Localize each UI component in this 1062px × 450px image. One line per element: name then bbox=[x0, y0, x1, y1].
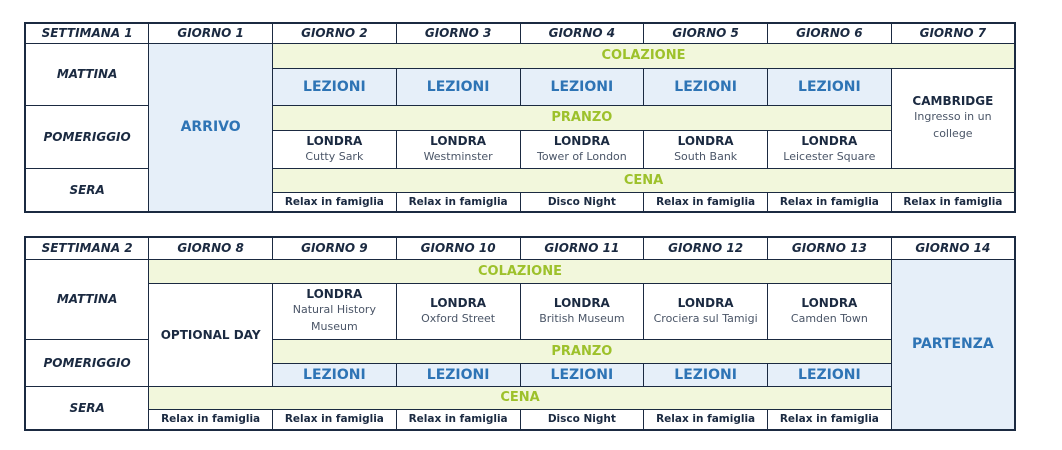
day-header: GIORNO 14 bbox=[890, 236, 1016, 260]
lessons-cell: LEZIONI bbox=[767, 67, 892, 106]
lessons-cell: LEZIONI bbox=[643, 67, 768, 106]
lessons-cell: LEZIONI bbox=[519, 67, 645, 106]
arrival-cell: ARRIVO bbox=[148, 42, 273, 213]
trip-place: South Bank bbox=[674, 149, 738, 163]
trip-city: CAMBRIDGE bbox=[912, 94, 994, 108]
trip-place: Natural History Museum bbox=[292, 303, 376, 333]
trip-place: Westminster bbox=[423, 149, 493, 163]
trip-cell: LONDRA South Bank bbox=[643, 129, 768, 169]
week1-schedule-table: SETTIMANA 1 GIORNO 1 GIORNO 2 GIORNO 3 G… bbox=[24, 22, 1016, 213]
trip-place: Oxford Street bbox=[421, 311, 496, 325]
lessons-cell: LEZIONI bbox=[272, 67, 397, 106]
trip-city: LONDRA bbox=[553, 133, 610, 148]
day-header: GIORNO 5 bbox=[643, 22, 768, 44]
header-row: SETTIMANA 1 GIORNO 1 GIORNO 2 GIORNO 3 G… bbox=[24, 22, 1016, 44]
trip-place: Ingresso in un college bbox=[914, 110, 992, 140]
breakfast-row: COLAZIONE bbox=[148, 258, 892, 284]
breakfast-row: COLAZIONE bbox=[272, 42, 1016, 69]
day-header: GIORNO 12 bbox=[643, 236, 768, 260]
evening-label: SERA bbox=[24, 167, 150, 213]
evening-activity: Relax in famiglia bbox=[890, 191, 1016, 213]
trip-cell: LONDRA Tower of London bbox=[519, 129, 645, 169]
evening-activity: Relax in famiglia bbox=[767, 191, 892, 213]
lessons-cell: LEZIONI bbox=[767, 362, 892, 387]
day-header: GIORNO 1 bbox=[148, 22, 273, 44]
trip-place: Camden Town bbox=[790, 311, 868, 325]
evening-activity: Relax in famiglia bbox=[643, 191, 768, 213]
lessons-cell: LEZIONI bbox=[643, 362, 768, 387]
week2-schedule-table: SETTIMANA 2 GIORNO 8 GIORNO 9 GIORNO 10 … bbox=[24, 236, 1016, 431]
lessons-cell: LEZIONI bbox=[519, 362, 645, 387]
trip-cell: LONDRA Oxford Street bbox=[395, 282, 521, 340]
trip-city: LONDRA bbox=[306, 133, 363, 148]
evening-activity: Relax in famiglia bbox=[395, 191, 521, 213]
lessons-cell: LEZIONI bbox=[395, 67, 521, 106]
trip-cell: LONDRA Camden Town bbox=[767, 282, 892, 340]
day-header: GIORNO 7 bbox=[890, 22, 1016, 44]
trip-place: British Museum bbox=[539, 311, 625, 325]
day-header: GIORNO 8 bbox=[148, 236, 273, 260]
trip-city: LONDRA bbox=[677, 295, 734, 310]
header-row: SETTIMANA 2 GIORNO 8 GIORNO 9 GIORNO 10 … bbox=[24, 236, 1016, 260]
trip-place: Crociera sul Tamigi bbox=[653, 311, 758, 325]
lessons-cell: LEZIONI bbox=[395, 362, 521, 387]
afternoon-label: POMERIGGIO bbox=[24, 338, 150, 387]
optional-day-cell: OPTIONAL DAY bbox=[148, 282, 273, 387]
evening-activity: Relax in famiglia bbox=[272, 191, 397, 213]
dinner-row: CENA bbox=[148, 385, 892, 410]
day-header: GIORNO 3 bbox=[395, 22, 521, 44]
trip-cell: LONDRA Cutty Sark bbox=[272, 129, 397, 169]
morning-label: MATTINA bbox=[24, 258, 150, 340]
day-header: GIORNO 9 bbox=[272, 236, 397, 260]
trip-cell: LONDRA Westminster bbox=[395, 129, 521, 169]
evening-activity: Relax in famiglia bbox=[767, 408, 892, 431]
day-header: GIORNO 6 bbox=[767, 22, 892, 44]
trip-cell: LONDRA Crociera sul Tamigi bbox=[643, 282, 768, 340]
trip-cell: LONDRA Leicester Square bbox=[767, 129, 892, 169]
trip-city: LONDRA bbox=[430, 295, 487, 310]
trip-city: LONDRA bbox=[306, 287, 363, 301]
trip-city: LONDRA bbox=[430, 133, 487, 148]
week-header: SETTIMANA 2 bbox=[24, 236, 150, 260]
day-header: GIORNO 11 bbox=[519, 236, 645, 260]
evening-activity: Disco Night bbox=[519, 408, 645, 431]
lunch-row: PRANZO bbox=[272, 104, 892, 131]
trip-city: LONDRA bbox=[553, 295, 610, 310]
cambridge-cell: CAMBRIDGE Ingresso in un college bbox=[890, 67, 1016, 169]
afternoon-label: POMERIGGIO bbox=[24, 104, 150, 169]
trip-place: Leicester Square bbox=[783, 149, 876, 163]
week-header: SETTIMANA 1 bbox=[24, 22, 150, 44]
evening-label: SERA bbox=[24, 385, 150, 431]
trip-place: Cutty Sark bbox=[305, 149, 364, 163]
day-header: GIORNO 4 bbox=[519, 22, 645, 44]
morning-label: MATTINA bbox=[24, 42, 150, 106]
dinner-row: CENA bbox=[272, 167, 1016, 193]
evening-activity: Relax in famiglia bbox=[643, 408, 768, 431]
day-header: GIORNO 10 bbox=[395, 236, 521, 260]
trip-city: LONDRA bbox=[801, 133, 858, 148]
departure-cell: PARTENZA bbox=[890, 258, 1016, 431]
trip-cell: LONDRA British Museum bbox=[519, 282, 645, 340]
evening-activity: Disco Night bbox=[519, 191, 645, 213]
day-header: GIORNO 13 bbox=[767, 236, 892, 260]
lunch-row: PRANZO bbox=[272, 338, 892, 364]
trip-place: Tower of London bbox=[536, 149, 627, 163]
day-header: GIORNO 2 bbox=[272, 22, 397, 44]
trip-city: LONDRA bbox=[677, 133, 734, 148]
lessons-cell: LEZIONI bbox=[272, 362, 397, 387]
trip-cell: LONDRA Natural History Museum bbox=[272, 282, 397, 340]
evening-activity: Relax in famiglia bbox=[395, 408, 521, 431]
trip-city: LONDRA bbox=[801, 295, 858, 310]
evening-activity: Relax in famiglia bbox=[148, 408, 273, 431]
evening-activity: Relax in famiglia bbox=[272, 408, 397, 431]
